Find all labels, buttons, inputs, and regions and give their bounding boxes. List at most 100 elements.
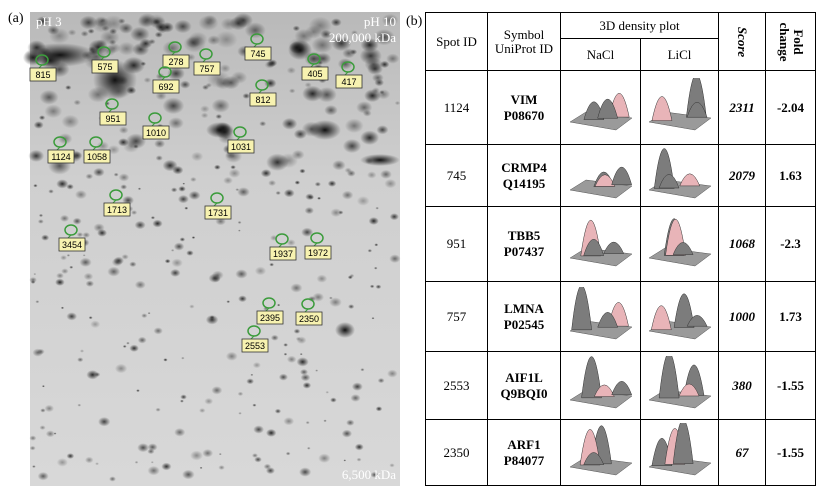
score: 1068 <box>719 207 766 282</box>
gel-spot <box>292 150 305 160</box>
gel-spot <box>250 374 253 376</box>
gel-spot <box>24 43 96 67</box>
uniprot: P84077 <box>488 453 560 469</box>
gel-spot <box>279 374 288 381</box>
fold-change: -2.04 <box>766 71 816 145</box>
gel-spot <box>189 304 194 308</box>
gel-spot <box>61 268 68 274</box>
gel-spot <box>32 465 36 468</box>
gel-spot <box>44 405 54 412</box>
protein-id: TBB5P07437 <box>488 207 561 282</box>
plot-peak <box>651 96 671 120</box>
protein-id: ARF1P84077 <box>488 420 561 486</box>
gel-spot <box>86 370 98 379</box>
spot-label: 745 <box>250 49 265 59</box>
gel-spot <box>32 349 43 357</box>
gel-spot <box>39 115 45 120</box>
mw-label: 6,500 kDa <box>342 467 396 482</box>
gel-spot <box>335 322 355 338</box>
spot-label: 1010 <box>146 128 166 138</box>
gel-spot <box>303 382 312 389</box>
ph-label: pH 3 <box>36 14 62 29</box>
gel-spot <box>315 182 321 187</box>
symbol: AIF1L <box>488 370 560 386</box>
licl-plot <box>641 352 719 420</box>
gel-spot <box>30 446 36 451</box>
gel-spot <box>120 184 127 189</box>
gel-spot <box>48 189 54 193</box>
gel-spot <box>130 27 150 42</box>
spot-label: 2395 <box>260 313 280 323</box>
gel-spot <box>283 417 294 425</box>
gel-spot <box>155 408 160 412</box>
gel-spot <box>29 435 36 440</box>
gel-spot <box>85 173 93 179</box>
gel-spot <box>275 409 281 414</box>
gel-spot <box>77 232 84 237</box>
gel-spot <box>237 187 250 197</box>
gel-spot <box>129 261 136 267</box>
gel-spot <box>360 368 364 371</box>
gel-spot <box>384 179 396 188</box>
header: Fold change <box>766 13 816 71</box>
gel-spot <box>349 274 354 278</box>
gel-spot <box>284 189 295 197</box>
gel-spot <box>61 307 64 309</box>
gel-spot <box>295 180 300 184</box>
gel-spot <box>360 154 400 166</box>
gel-spot <box>325 391 329 394</box>
spot-label: 2553 <box>245 341 265 351</box>
gel-spot <box>200 467 203 469</box>
gel-spot <box>42 385 45 387</box>
gel-spot <box>284 353 288 356</box>
gel-spot <box>135 461 139 464</box>
gel-spot <box>342 191 353 200</box>
gel-spot <box>305 82 312 87</box>
nacl-plot <box>561 282 641 352</box>
header-text: Fold change <box>777 22 805 62</box>
gel-spot <box>109 39 116 45</box>
gel-spot <box>123 345 127 348</box>
gel-spot <box>56 273 64 279</box>
gel-spot <box>119 126 129 133</box>
gel-spot <box>348 304 354 309</box>
fold-change: 1.73 <box>766 282 816 352</box>
gel-spot <box>330 397 337 402</box>
gel-spot <box>350 394 360 402</box>
gel-spot <box>238 221 242 224</box>
gel-spot <box>317 87 337 102</box>
spot-label: 278 <box>168 57 183 67</box>
spot-id: 2350 <box>426 420 488 486</box>
gel-spot <box>182 470 195 480</box>
spot-label: 575 <box>97 62 112 72</box>
gel-spot <box>57 458 68 467</box>
gel-spot <box>190 451 203 461</box>
gel-spot <box>305 207 314 214</box>
density-plot <box>566 214 636 270</box>
gel-spot <box>75 190 87 199</box>
gel-spot <box>252 404 256 407</box>
symbol: ARF1 <box>488 437 560 453</box>
gel-spot <box>95 462 99 465</box>
spot-label: 692 <box>158 82 173 92</box>
gel-spot <box>374 243 378 246</box>
gel-spot <box>137 443 149 452</box>
gel-spot <box>317 197 321 200</box>
uniprot: P08670 <box>488 108 560 124</box>
gel-spot <box>276 191 281 195</box>
header: LiCl <box>641 39 719 71</box>
licl-plot <box>641 420 719 486</box>
spot-id: 745 <box>426 145 488 207</box>
gel-spot <box>264 79 276 88</box>
licl-plot <box>641 145 719 207</box>
gel-spot <box>215 114 222 119</box>
gel-spot <box>269 263 274 267</box>
gel-spot <box>201 113 209 119</box>
gel-spot <box>171 258 182 267</box>
table-row: 951TBB5P074371068-2.3 <box>426 207 816 282</box>
gel-spot <box>138 13 156 27</box>
gel-spot <box>180 81 191 89</box>
fold-change: 1.63 <box>766 145 816 207</box>
plot-peak <box>679 173 699 185</box>
